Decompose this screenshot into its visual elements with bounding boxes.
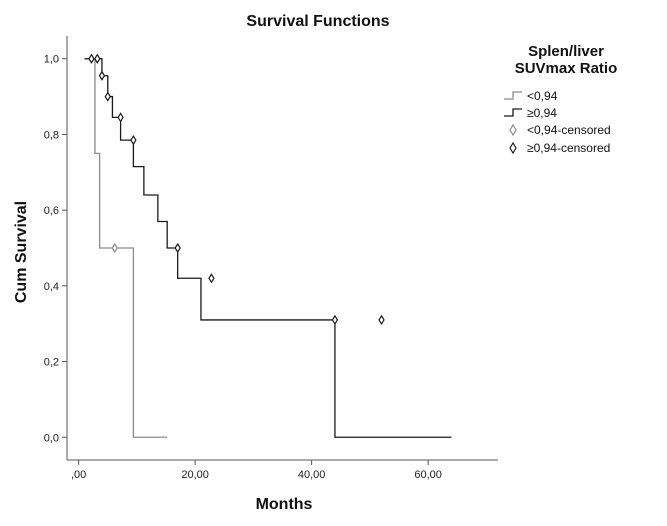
y-axis-title: Cum Survival [13,201,30,303]
survival-curve-series-0 [84,58,168,438]
x-tick-label: ,00 [71,469,86,481]
x-tick-label: 60,00 [414,469,442,481]
survival-curve-series-1 [84,58,452,438]
legend-title: SUVmax Ratio [515,60,618,77]
censor-marker-series-1 [208,273,215,284]
censor-marker-series-1 [378,314,385,326]
x-tick-label: 20,00 [181,469,209,481]
censor-marker-series-1 [117,112,124,123]
legend-entry-label: ≥0,94-censored [527,141,610,155]
censor-marker-series-1 [331,314,339,326]
x-tick-label: 40,00 [298,469,326,481]
censor-marker-series-1 [174,242,181,254]
legend-entry-label: <0,94 [527,89,558,103]
y-tick-label: 0,4 [44,281,59,293]
censor-marker-series-1 [94,53,101,64]
legend-title: Splen/liver [528,43,604,60]
chart-axes: ,00 20,00 40,00 60,00 0,0 0,2 0,4 0,6 0,8 1,0 [44,36,498,481]
legend-line-symbol [504,91,522,100]
plot-area [84,53,452,438]
y-tick-label: 0,6 [44,205,59,217]
censor-marker-series-0 [111,242,118,254]
legend-entry-label: ≥0,94 [527,106,557,120]
legend-censor-symbol [509,141,517,155]
censor-marker-series-1 [98,70,106,81]
chart-title: Survival Functions [246,13,389,30]
y-tick-label: 0,2 [44,357,59,369]
legend-line-symbol [504,108,522,117]
censor-marker-series-1 [104,91,111,102]
y-tick-label: 0,0 [44,432,59,444]
x-axis-title: Months [256,496,313,513]
legend-censor-symbol [509,123,517,137]
y-tick-label: 1,0 [44,54,59,66]
y-tick-label: 0,8 [44,129,59,141]
censor-marker-series-1 [88,53,95,64]
legend-entry-label: <0,94-censored [527,123,611,137]
censor-marker-series-1 [130,134,137,146]
